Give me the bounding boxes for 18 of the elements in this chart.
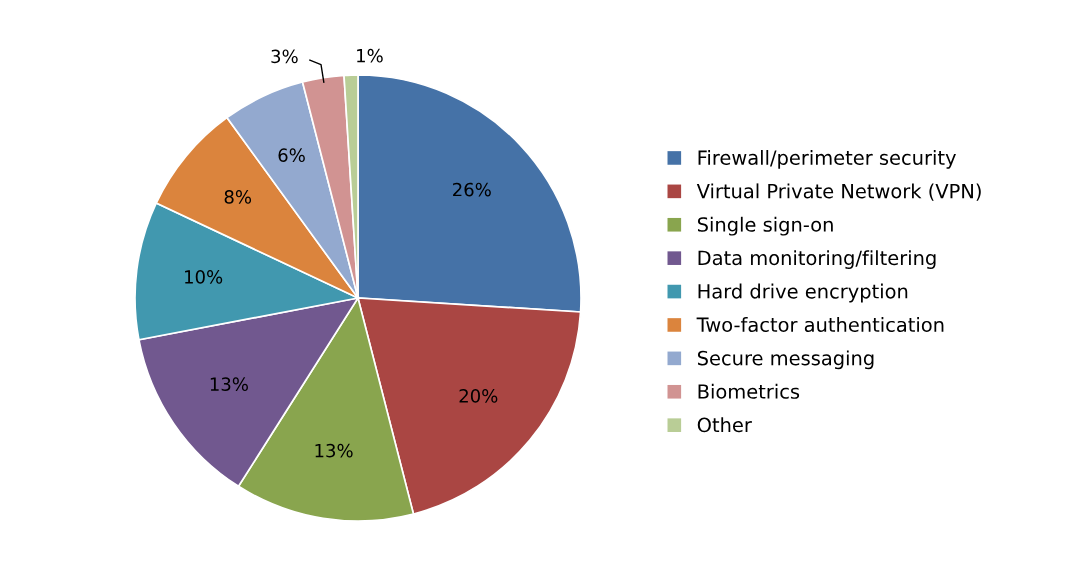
legend-label: Secure messaging	[697, 350, 874, 370]
legend-label: Virtual Private Network (VPN)	[696, 183, 981, 201]
legend-label: Data monitoring/filtering	[698, 250, 936, 270]
data-label: 3%	[271, 49, 298, 64]
data-label: 20%	[459, 389, 498, 403]
legend-label: Firewall/perimeter security	[698, 149, 956, 169]
data-label: 13%	[210, 377, 248, 391]
data-label: 10%	[185, 270, 223, 284]
legend-label: Single sign-on	[697, 216, 833, 236]
data-label: 1%	[357, 48, 383, 63]
data-label: 26%	[453, 182, 491, 197]
legend-label: Hard drive encryption	[698, 283, 908, 303]
legend-label: Two-factor authentication	[696, 316, 944, 333]
data-label: 13%	[315, 443, 353, 458]
data-label: 6%	[278, 148, 305, 162]
data-label: 8%	[224, 190, 252, 204]
legend-label: Other	[697, 417, 752, 433]
legend-label: Biometrics	[698, 383, 800, 399]
